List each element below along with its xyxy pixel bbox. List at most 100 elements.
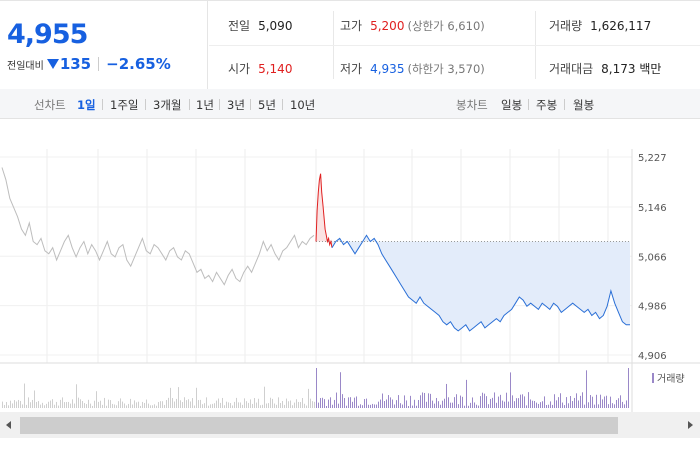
series-today-down (331, 234, 630, 332)
volume-bar (172, 398, 173, 408)
volume-bar (488, 404, 489, 408)
volume-bar (164, 404, 165, 408)
volume-bar (316, 368, 317, 408)
volume-bar (236, 397, 237, 408)
line-chart-label: 선차트 (34, 98, 66, 112)
volume-bar (614, 404, 615, 408)
volume-bar (492, 397, 493, 408)
volume-bar (292, 405, 293, 408)
volume-bar (446, 383, 447, 408)
volume-bar (24, 383, 25, 408)
volume-bar (362, 405, 363, 408)
volume-bar (582, 392, 583, 408)
arrow-left-icon[interactable] (6, 421, 11, 429)
tab-daily-candle[interactable]: 일봉 (501, 98, 523, 112)
volume-bar (76, 384, 77, 408)
volume-bar (202, 404, 203, 408)
volume-bar (18, 399, 19, 408)
volume-bar (478, 405, 479, 408)
volume-bar (564, 405, 565, 408)
tab-5year[interactable]: 5년 (258, 98, 276, 112)
volume-bar (108, 399, 109, 408)
volume-bar (438, 401, 439, 408)
volume-bar (2, 401, 3, 408)
volume-bar (152, 405, 153, 408)
volume-bar (30, 402, 31, 408)
volume-bar (448, 397, 449, 408)
change-percent: −2.65% (106, 55, 171, 73)
volume-bar (578, 400, 579, 408)
volume-bar (370, 404, 371, 408)
tab-1year[interactable]: 1년 (196, 98, 214, 112)
volume-bar (88, 399, 89, 408)
volume-bar (584, 404, 585, 408)
volume-bar (602, 399, 603, 408)
volume-bar (618, 398, 619, 408)
volume-bar (566, 397, 567, 408)
volume-bar (250, 399, 251, 408)
volume-bar (444, 398, 445, 408)
volume-bar (596, 394, 597, 408)
tab-1week[interactable]: 1주일 (110, 98, 139, 112)
volume-bar (352, 401, 353, 408)
volume-bar (78, 397, 79, 408)
volume-bar (360, 404, 361, 408)
volume-bar (620, 395, 621, 408)
tab-10year[interactable]: 10년 (290, 98, 316, 112)
volume-bar (278, 397, 279, 408)
volume-bar (510, 372, 511, 408)
volume-bar (532, 400, 533, 408)
volume-bar (212, 403, 213, 408)
volume-bar (468, 405, 469, 408)
volume-bar (286, 398, 287, 408)
volume-bar (296, 399, 297, 408)
volume-bar (42, 402, 43, 408)
volume-bar (464, 405, 465, 408)
tab-monthly-candle[interactable]: 월봉 (573, 98, 595, 112)
volume-bar (404, 395, 405, 408)
tab-3year[interactable]: 3년 (227, 98, 245, 112)
volume-bar (104, 397, 105, 408)
volume-bar (398, 395, 399, 408)
arrow-right-icon[interactable] (688, 421, 693, 429)
volume-bar (256, 402, 257, 408)
lower-limit: (하한가 3,570) (407, 62, 485, 76)
volume-bar (216, 400, 217, 408)
volume-bar (380, 399, 381, 408)
volume-bar (134, 400, 135, 408)
scroll-thumb[interactable] (20, 417, 618, 434)
volume-bar (300, 402, 301, 408)
volume-bar (270, 397, 271, 408)
volume-bar (432, 400, 433, 408)
high-cell: 고가 5,200 (상한가 6,610) (340, 17, 485, 34)
volume-bar (214, 403, 215, 408)
volume-bar (234, 401, 235, 408)
volume-bar (168, 397, 169, 408)
tab-3month[interactable]: 3개월 (153, 98, 182, 112)
volume-bar (64, 402, 65, 408)
volume-bar (328, 399, 329, 408)
price-chart[interactable]: 5,227 5,146 5,066 4,986 4,906 거래량 (0, 119, 700, 412)
volume-bar (502, 400, 503, 408)
volume-bar (192, 398, 193, 408)
volume-bar (490, 398, 491, 408)
quote-summary: 4,955 전일대비 135 −2.65% 전일 5,090 고가 5,200 (상한… (0, 0, 700, 90)
volume-bar (254, 398, 255, 408)
volume-bar (56, 401, 57, 408)
tab-1day[interactable]: 1일 (77, 98, 96, 112)
volume-bar (400, 403, 401, 408)
tab-weekly-candle[interactable]: 주봉 (536, 98, 558, 112)
volume-bar (574, 397, 575, 408)
volume-bar (484, 393, 485, 408)
volume-bar (182, 402, 183, 408)
chart-scrollbar[interactable] (0, 412, 700, 438)
volume-legend-label: 거래량 (657, 373, 685, 385)
volume-bar (436, 397, 437, 408)
tab-divider (219, 99, 220, 110)
volume-bar (314, 401, 315, 408)
volume-bar (186, 400, 187, 408)
area-below-reference (332, 235, 630, 331)
volume-bar (626, 400, 627, 408)
volume-bar (260, 405, 261, 408)
volume-bar (628, 368, 629, 408)
